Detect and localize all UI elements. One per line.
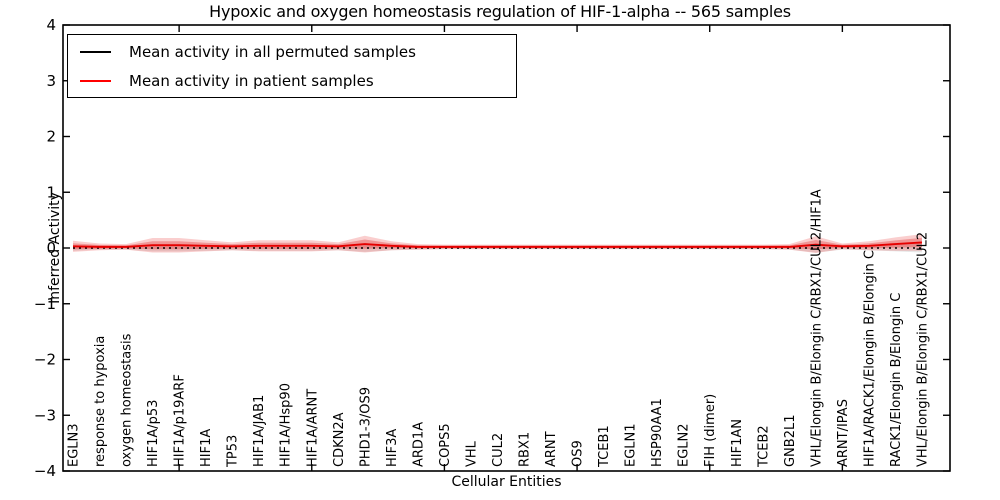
x-tick-label: HIF3A xyxy=(385,429,400,467)
x-tick-label: TCEB2 xyxy=(756,425,771,468)
y-tick-label: 1 xyxy=(46,183,56,201)
legend-entry-permuted: Mean activity in all permuted samples xyxy=(68,43,516,61)
x-tick-label: HIF1A/Hsp90 xyxy=(279,383,294,467)
legend-entry-patient: Mean activity in patient samples xyxy=(68,72,516,90)
x-tick-label: HIF1A/ARNT xyxy=(305,389,320,467)
y-tick-label: −3 xyxy=(34,406,56,424)
x-tick-label: TP53 xyxy=(226,435,241,468)
y-tick-label: 3 xyxy=(46,72,56,90)
x-tick-label: oxygen homeostasis xyxy=(120,333,135,467)
x-axis-label: Cellular Entities xyxy=(451,474,562,490)
x-tick-label: CUL2 xyxy=(491,433,506,467)
x-tick-label: EGLN3 xyxy=(67,423,82,467)
legend: Mean activity in all permuted samples Me… xyxy=(67,34,517,98)
x-tick-label: COPS5 xyxy=(438,423,453,467)
x-tick-label: ARNT xyxy=(544,431,559,467)
permuted-line-swatch xyxy=(80,50,111,53)
legend-label-patient: Mean activity in patient samples xyxy=(129,71,374,90)
y-tick-label: 0 xyxy=(46,239,56,257)
x-tick-label: HIF1AN xyxy=(730,419,745,467)
x-tick-label: HIF1A/JAB1 xyxy=(252,395,267,467)
x-tick-label: HIF1A/p19ARF xyxy=(173,374,188,467)
x-tick-label: HIF1A/p53 xyxy=(146,400,161,467)
patient-mean-line xyxy=(72,241,923,248)
y-tick-label: −1 xyxy=(34,295,56,313)
x-tick-label: RACK1/Elongin B/Elongin C xyxy=(889,293,904,467)
x-tick-label: VHL/Elongin B/Elongin C/RBX1/CUL2 xyxy=(915,232,930,467)
chart-title: Hypoxic and oxygen homeostasis regulatio… xyxy=(209,2,791,21)
x-tick-label: HIF1A xyxy=(199,429,214,467)
x-tick-label: HIF1A/RACK1/Elongin B/Elongin C xyxy=(862,250,877,467)
x-tick-label: HSP90AA1 xyxy=(650,398,665,467)
y-tick-label: 2 xyxy=(46,128,56,146)
x-tick-label: EGLN1 xyxy=(624,423,639,467)
y-tick-label: −2 xyxy=(34,351,56,369)
x-tick-label: EGLN2 xyxy=(677,423,692,467)
x-tick-label: FIH (dimer) xyxy=(703,394,718,467)
x-tick-label: ARNT/IPAS xyxy=(836,399,851,467)
y-tick-label: 4 xyxy=(46,16,56,34)
x-tick-label: response to hypoxia xyxy=(93,336,108,467)
x-tick-label: RBX1 xyxy=(518,432,533,467)
x-tick-label: GNB2L1 xyxy=(783,414,798,467)
x-tick-label: VHL xyxy=(464,440,479,467)
legend-label-permuted: Mean activity in all permuted samples xyxy=(129,42,416,61)
y-axis-label: Inferred Activity xyxy=(46,192,63,304)
y-tick-label: −4 xyxy=(34,462,56,480)
x-tick-label: OS9 xyxy=(571,440,586,467)
patient-line-swatch xyxy=(80,79,111,82)
x-tick-label: TCEB1 xyxy=(597,425,612,468)
x-tick-label: VHL/Elongin B/Elongin C/RBX1/CUL2/HIF1A xyxy=(809,189,824,467)
x-tick-label: CDKN2A xyxy=(332,412,347,467)
x-tick-label: PHD1-3/OS9 xyxy=(358,387,373,467)
x-tick-label: ARD1A xyxy=(411,422,426,467)
